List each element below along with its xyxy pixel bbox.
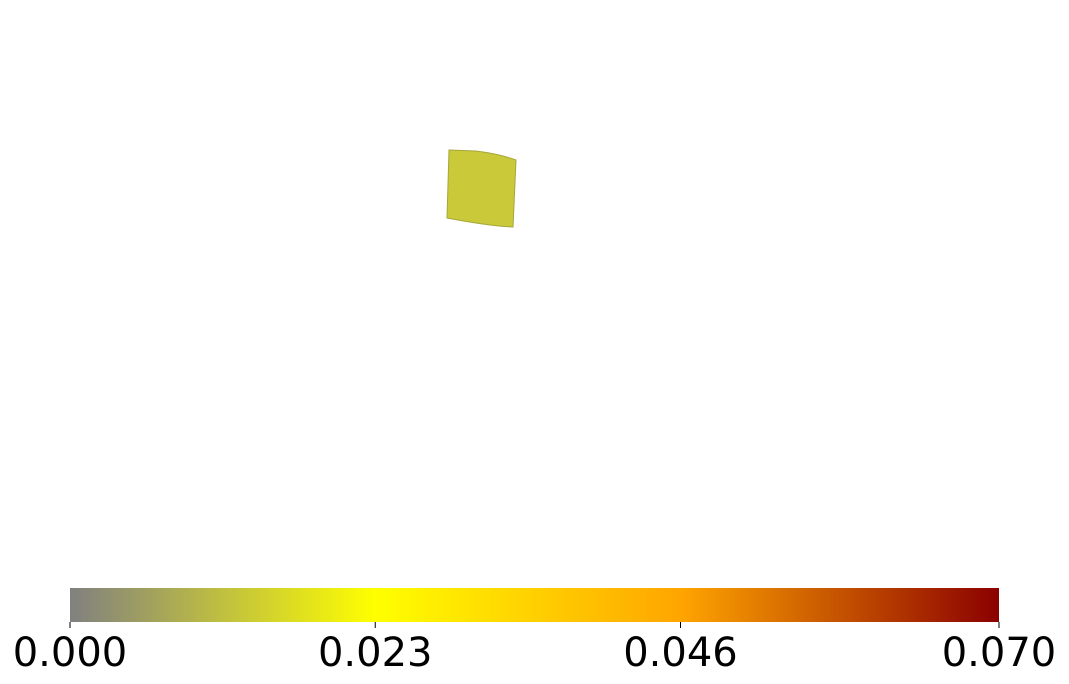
colorbar-tick-labels: 0.000 0.023 0.046 0.070 <box>13 630 1057 676</box>
colorbar-ticks <box>69 622 1000 628</box>
surface-group <box>446 149 517 228</box>
colorbar: 0.000 0.023 0.046 0.070 <box>13 588 1057 676</box>
colorbar-tick-label-1: 0.023 <box>318 630 433 676</box>
surface-patch <box>446 149 517 228</box>
colorbar-tick-label-0: 0.000 <box>13 630 128 676</box>
colorbar-gradient-bar <box>70 588 999 622</box>
colorbar-tick-label-2: 0.046 <box>623 630 738 676</box>
colorbar-tick-label-3: 0.070 <box>942 630 1057 676</box>
